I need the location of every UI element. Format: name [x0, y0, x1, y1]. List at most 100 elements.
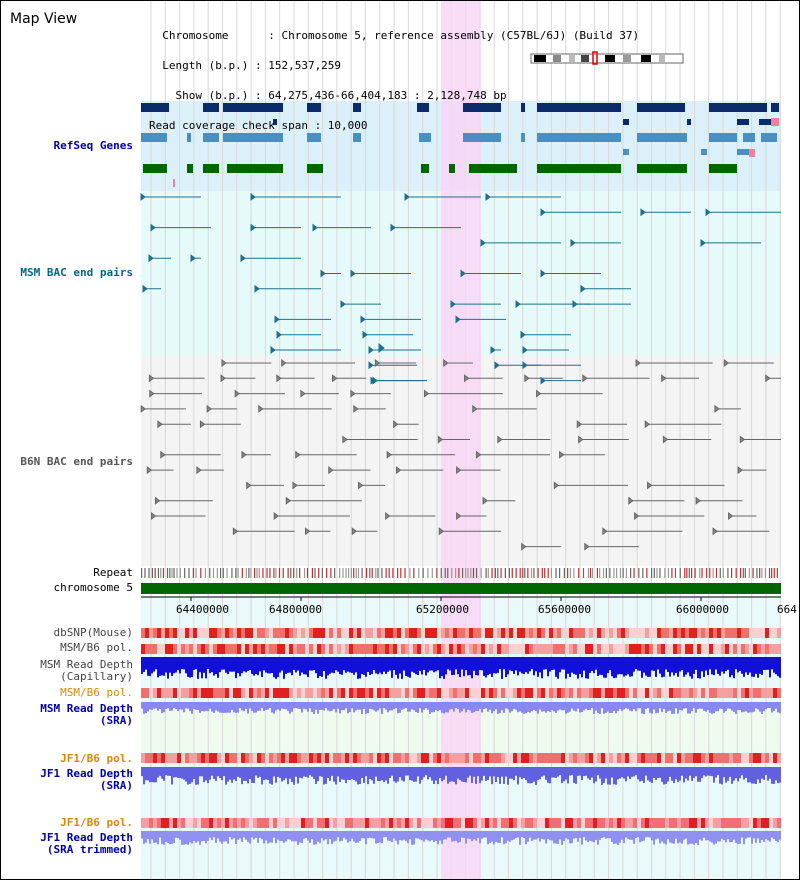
read-depth-bar	[315, 831, 317, 845]
read-depth-bar	[773, 831, 775, 840]
repeat-element	[596, 568, 598, 578]
gene-feature	[307, 164, 323, 173]
read-depth-bar	[445, 831, 447, 840]
snp-density-cell	[429, 688, 433, 698]
snp-density-cell	[385, 644, 389, 654]
repeat-element	[480, 568, 482, 578]
read-depth-bar	[465, 702, 467, 713]
repeat-element	[361, 568, 363, 578]
snp-density-cell	[761, 753, 765, 763]
snp-density-cell	[761, 628, 765, 638]
repeat-element	[642, 568, 644, 578]
snp-density-cell	[509, 818, 513, 828]
snp-density-cell	[369, 818, 373, 828]
read-depth-bar	[325, 831, 327, 840]
bac-end	[342, 435, 348, 444]
read-depth-bar	[357, 831, 359, 843]
read-depth-bar	[165, 657, 167, 673]
msm-b6-pol-label[interactable]: MSM/B6 pol.	[60, 641, 133, 654]
read-depth-bar	[191, 767, 193, 783]
repeat-element	[633, 568, 635, 578]
snp-density-cell	[741, 628, 745, 638]
read-depth-bar	[297, 657, 299, 671]
snp-density-cell	[569, 628, 573, 638]
snp-density-cell	[553, 818, 557, 828]
refseq-genes-label[interactable]: RefSeq Genes	[53, 139, 133, 152]
read-depth-bar	[615, 657, 617, 678]
repeat-element	[764, 568, 766, 578]
read-depth-bar	[685, 657, 687, 675]
repeat-element	[559, 568, 561, 578]
read-depth-bar	[437, 702, 439, 712]
read-depth-bar	[347, 767, 349, 780]
read-depth-bar	[245, 767, 247, 781]
read-depth-bar	[291, 702, 293, 712]
repeat-element	[173, 568, 175, 578]
read-depth-bar	[273, 657, 275, 678]
read-depth-bar	[775, 767, 777, 781]
repeat-element	[646, 568, 648, 578]
read-depth-bar	[171, 831, 173, 844]
read-depth-bar	[323, 767, 325, 785]
read-depth-bar	[771, 831, 773, 838]
repeat-element	[497, 568, 499, 578]
snp-density-cell	[589, 644, 593, 654]
gene-feature	[417, 103, 429, 112]
read-depth-bar	[203, 657, 205, 673]
snp-density-cell	[725, 753, 729, 763]
b6n-bac-label[interactable]: B6N BAC end pairs	[20, 455, 133, 468]
read-depth-bar	[185, 702, 187, 709]
msm-b6-pol2-label[interactable]: MSM/B6 pol.	[60, 686, 133, 699]
snp-density-cell	[665, 818, 669, 828]
snp-density-cell	[469, 818, 473, 828]
read-depth-bar	[753, 767, 755, 784]
read-depth-bar	[693, 702, 695, 709]
read-depth-bar	[685, 767, 687, 779]
dbsnp-label[interactable]: dbSNP(Mouse)	[53, 626, 133, 639]
msm-depth-capillary-label[interactable]: MSM Read Depth (Capillary)	[40, 658, 133, 683]
read-depth-bar	[305, 767, 307, 777]
read-depth-bar	[291, 831, 293, 842]
snp-density-cell	[641, 688, 645, 698]
gene-feature	[637, 103, 685, 112]
snp-density-cell	[453, 688, 457, 698]
jf1-b6-pol2-label[interactable]: JF1/B6 pol.	[60, 816, 133, 829]
msm-bac-label[interactable]: MSM BAC end pairs	[20, 266, 133, 279]
repeat-element	[515, 568, 517, 578]
read-depth-bar	[467, 702, 469, 710]
read-depth-bar	[693, 657, 695, 674]
read-depth-bar	[537, 767, 539, 781]
snp-density-cell	[161, 644, 165, 654]
snp-density-cell	[153, 644, 157, 654]
read-depth-bar	[163, 657, 165, 676]
read-depth-bar	[173, 657, 175, 674]
snp-density-cell	[357, 753, 361, 763]
snp-density-cell	[385, 688, 389, 698]
snp-density-cell	[397, 818, 401, 828]
read-depth-bar	[637, 657, 639, 671]
read-depth-bar	[203, 702, 205, 712]
read-depth-bar	[241, 657, 243, 674]
read-depth-bar	[715, 657, 717, 670]
snp-density-cell	[573, 818, 577, 828]
snp-density-cell	[565, 628, 569, 638]
snp-density-cell	[173, 688, 177, 698]
repeat-element	[231, 568, 233, 578]
bac-end	[540, 208, 546, 217]
read-depth-bar	[143, 657, 145, 672]
snp-density-cell	[421, 818, 425, 828]
snp-density-cell	[433, 688, 437, 698]
read-depth-bar	[277, 702, 279, 710]
jf1-b6-pol-label[interactable]: JF1/B6 pol.	[60, 752, 133, 765]
read-depth-bar	[467, 767, 469, 778]
snp-density-cell	[441, 688, 445, 698]
snp-density-cell	[349, 644, 353, 654]
read-depth-bar	[243, 767, 245, 781]
read-depth-bar	[515, 831, 517, 839]
jf1-depth-sra-label[interactable]: JF1 Read Depth (SRA)	[40, 767, 133, 792]
read-depth-bar	[731, 702, 733, 711]
msm-depth-sra-label[interactable]: MSM Read Depth (SRA)	[40, 702, 133, 727]
read-depth-bar	[307, 702, 309, 712]
read-depth-bar	[173, 767, 175, 778]
jf1-depth-trimmed-label[interactable]: JF1 Read Depth (SRA trimmed)	[40, 831, 133, 856]
